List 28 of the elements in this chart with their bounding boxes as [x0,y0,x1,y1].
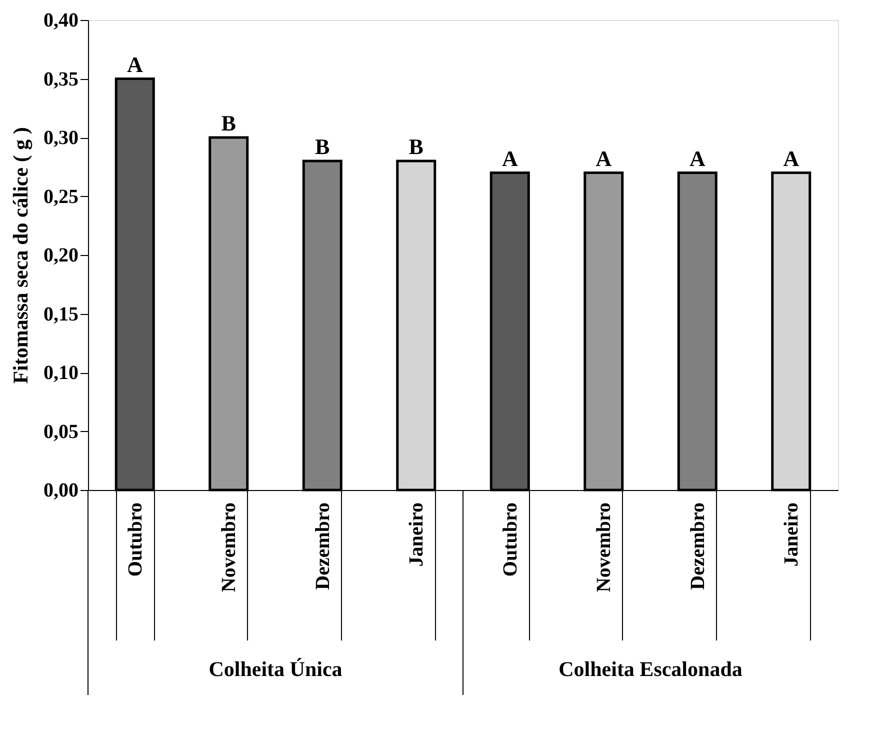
x-tick-label: Janeiro [780,502,803,567]
y-tick-label: 0,35 [44,68,78,90]
data-label: B [408,134,424,159]
y-tick-label: 0,15 [44,303,78,326]
data-label: A [689,146,706,171]
text: Colheita Única [208,657,343,681]
y-tick-label: 0,40 [44,10,78,32]
x-tick-label: Novembro [593,502,616,592]
text: Colheita Escalonada [558,657,743,681]
data-label: A [596,146,612,171]
y-tick-label: 0,10 [44,362,78,384]
y-tick-label: 0,20 [44,244,78,266]
data-label: B [221,110,236,136]
y-tick-label: 0,05 [44,420,78,443]
x-tick-label: Dezembro [312,502,334,590]
x-tick-label: Outubro [124,502,146,577]
data-label: A [502,146,518,171]
y-tick-label: 0,00 [44,480,78,502]
x-tick-label: Dezembro [686,502,709,590]
data-label: B [315,134,330,159]
y-tick-label: 0,30 [44,127,78,149]
y-tick-label: 0,25 [44,186,78,208]
x-tick-label: Novembro [218,502,240,592]
y-axis-title: Fitomassa seca do cálice ( g ) [8,127,32,384]
data-label: A [783,146,800,171]
x-tick-label: Outubro [499,502,522,577]
data-label: A [126,52,143,77]
x-tick-label: Janeiro [406,502,428,567]
